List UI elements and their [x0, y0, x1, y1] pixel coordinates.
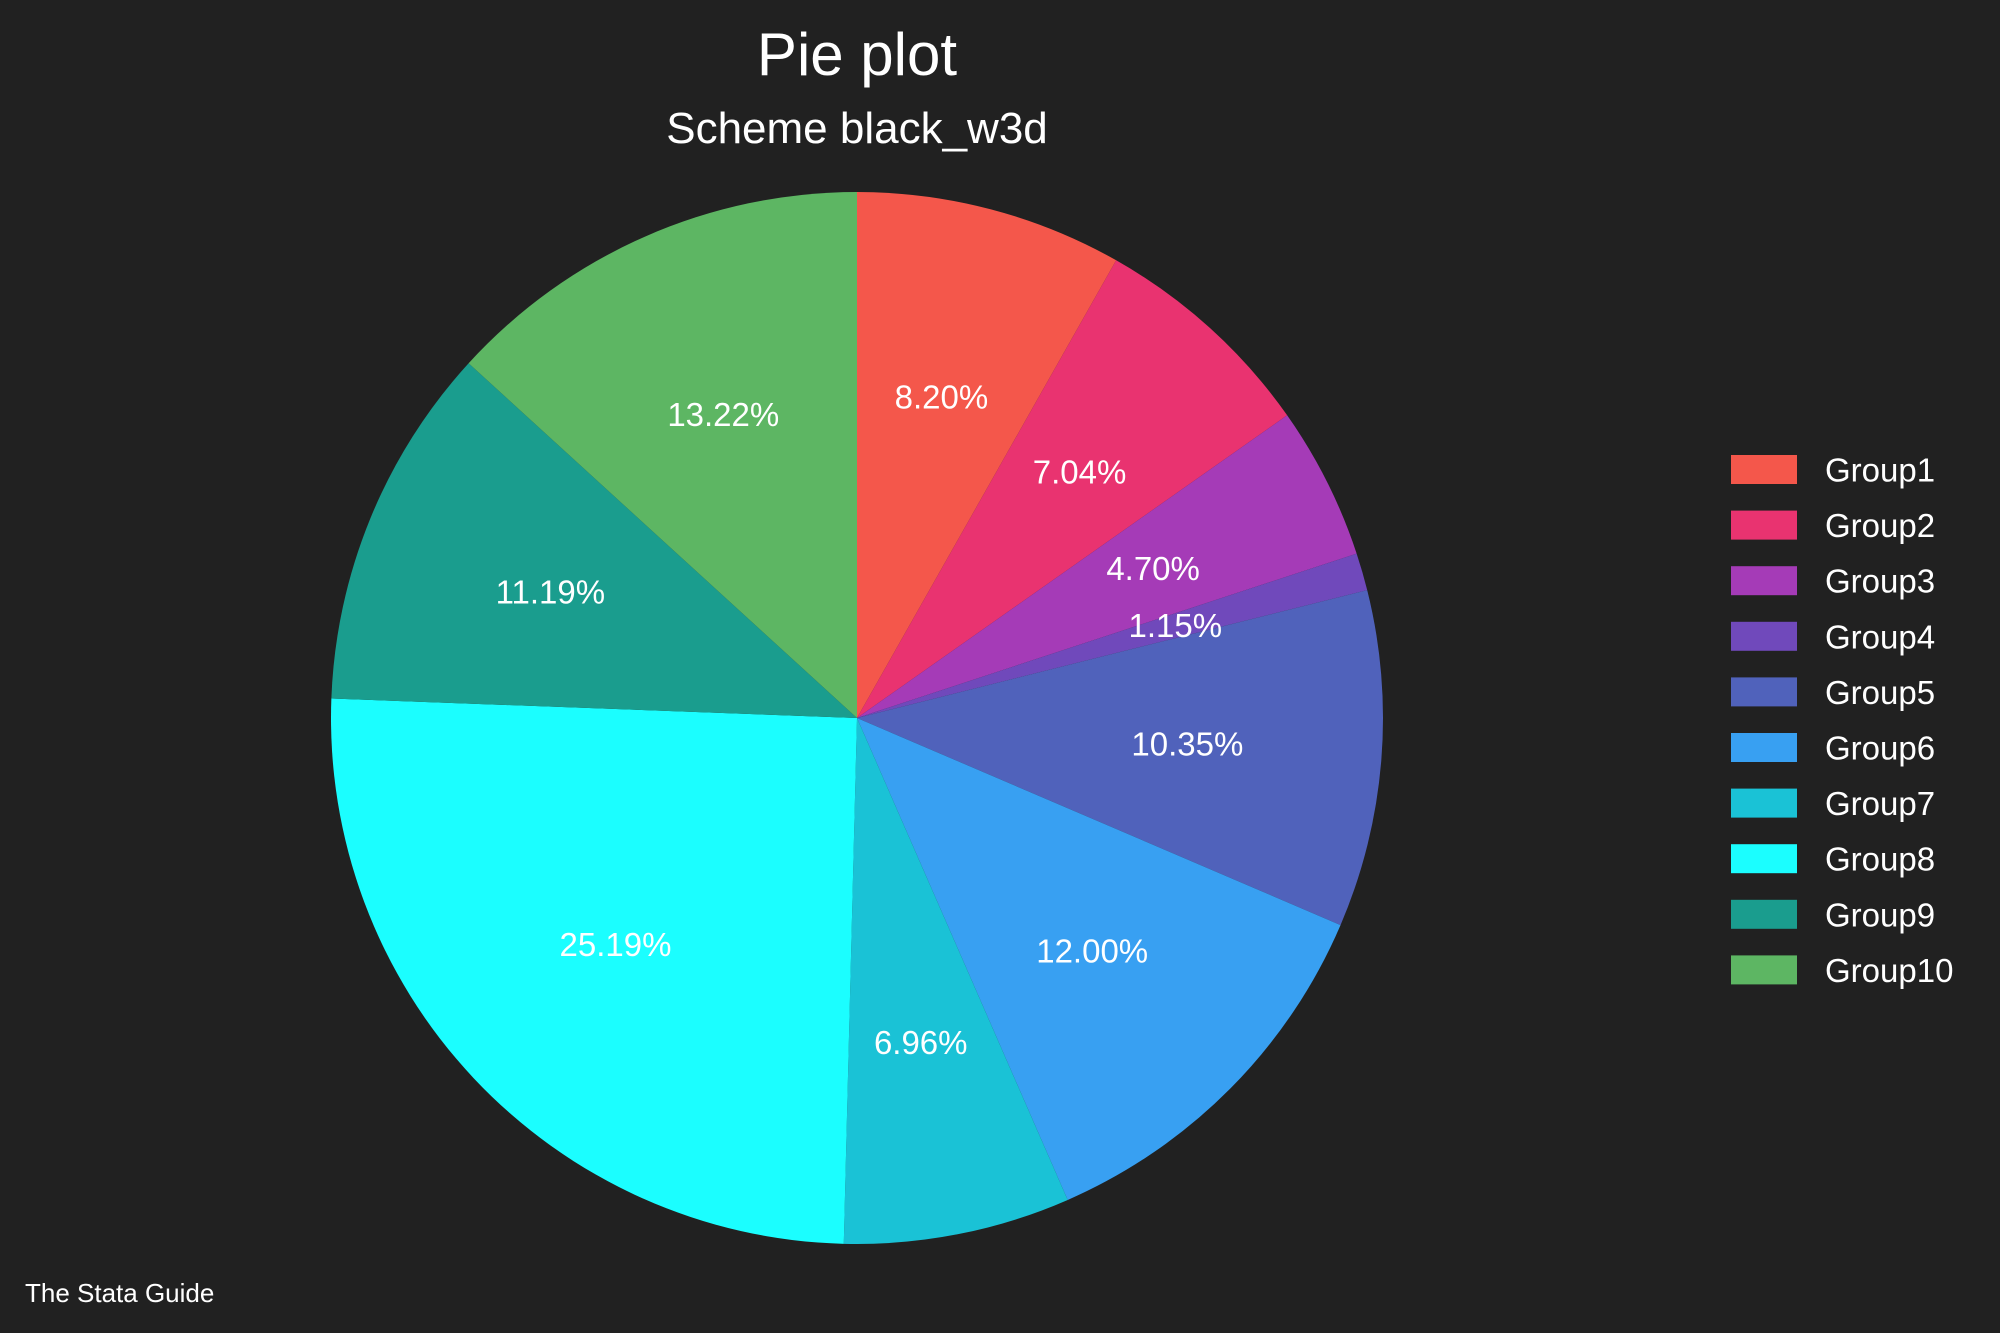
pie-slice-group5 — [857, 590, 1383, 926]
slice-label-group8: 25.19% — [560, 926, 672, 963]
pie-labels: 8.20% 7.04% 4.70% 1.15% 10.35% 12.00% 6.96% 25.… — [496, 379, 1244, 1062]
legend-swatch-group4 — [1731, 621, 1797, 651]
pie-slice-group6 — [857, 718, 1341, 1200]
legend-swatch-group8 — [1731, 844, 1797, 874]
slice-label-group9: 11.19% — [496, 573, 605, 610]
legend-swatch-group7 — [1731, 788, 1797, 818]
legend-swatch-group10 — [1731, 955, 1797, 985]
legend-swatch-group5 — [1731, 677, 1797, 707]
legend-swatch-group9 — [1731, 899, 1797, 929]
legend-label-group7: Group7 — [1825, 785, 1935, 822]
legend-label-group1: Group1 — [1825, 452, 1935, 489]
legend-label-group8: Group8 — [1825, 841, 1935, 878]
legend-label-group4: Group4 — [1825, 618, 1935, 655]
chart-title: Pie plot — [757, 21, 957, 88]
slice-label-group3: 4.70% — [1106, 550, 1200, 587]
legend-swatch-group6 — [1731, 733, 1797, 762]
slice-label-group10: 13.22% — [667, 396, 779, 433]
legend-label-group2: Group2 — [1825, 507, 1935, 544]
legend-swatch-group2 — [1731, 510, 1797, 540]
slice-label-group7: 6.96% — [874, 1024, 968, 1061]
slice-label-group1: 8.20% — [895, 379, 989, 416]
legend-label-group3: Group3 — [1825, 563, 1935, 600]
pie-slice-group2 — [857, 260, 1288, 718]
pie-slice-group10 — [468, 192, 857, 718]
legend: Group1 Group2 Group3 Group4 Group5 Group6 Grou… — [1731, 452, 1953, 989]
legend-label-group6: Group6 — [1825, 730, 1935, 767]
slice-label-group6: 12.00% — [1036, 932, 1148, 969]
pie-slice-group3 — [857, 415, 1357, 718]
pie-slice-group9 — [331, 363, 857, 718]
legend-label-group9: Group9 — [1825, 896, 1935, 933]
pie-slice-group4 — [857, 553, 1368, 718]
pie-slice-group1 — [857, 192, 1117, 718]
pie-slice-group7 — [843, 718, 1068, 1244]
legend-swatch-group1 — [1731, 455, 1797, 484]
legend-label-group5: Group5 — [1825, 674, 1935, 711]
slice-label-group2: 7.04% — [1033, 453, 1127, 490]
chart-subtitle: Scheme black_w3d — [666, 104, 1048, 153]
legend-label-group10: Group10 — [1825, 952, 1953, 989]
legend-swatch-group3 — [1731, 566, 1797, 596]
slice-label-group5: 10.35% — [1131, 725, 1243, 762]
pie-slices — [331, 192, 1383, 1244]
slice-label-group4: 1.15% — [1129, 607, 1223, 644]
pie-slice-group8 — [331, 698, 857, 1244]
chart-note: The Stata Guide — [25, 1278, 214, 1308]
